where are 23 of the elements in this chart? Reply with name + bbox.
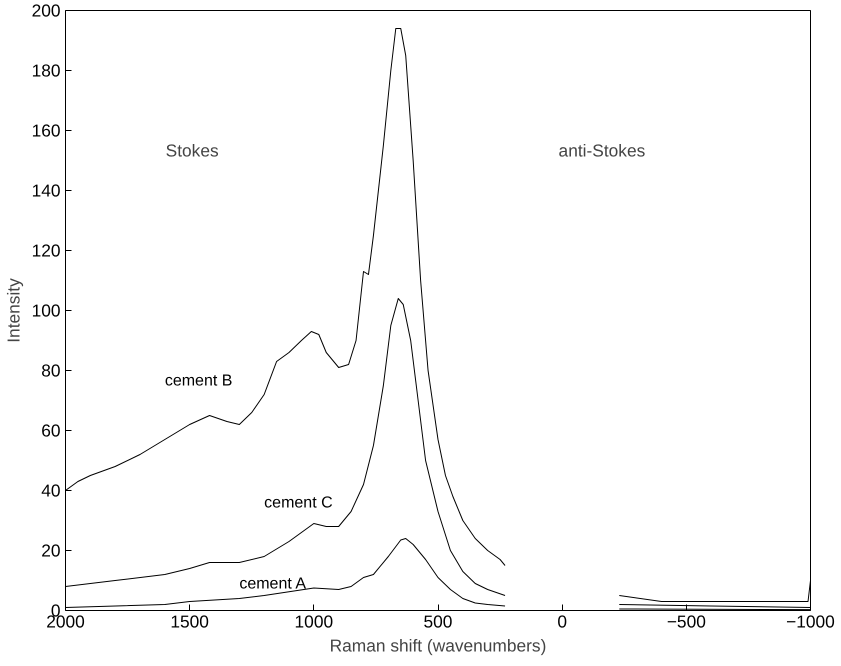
y-tick-label: 100 (32, 300, 61, 320)
y-tick-label: 160 (32, 120, 61, 140)
annotation: Stokes (166, 140, 219, 160)
y-tick-label: 120 (32, 240, 61, 260)
x-tick-label: −500 (666, 612, 706, 632)
y-tick-label: 80 (41, 360, 61, 380)
y-tick-label: 200 (32, 0, 61, 20)
x-tick-label: 500 (424, 612, 452, 632)
y-tick-label: 60 (41, 420, 61, 440)
y-axis-title: Intensity (4, 278, 24, 343)
series-label: cement B (164, 372, 232, 390)
series-label: cement C (264, 494, 333, 512)
y-tick-label: 140 (32, 180, 61, 200)
annotation: anti-Stokes (558, 140, 646, 160)
x-axis-title: Raman shift (wavenumbers) (330, 636, 546, 656)
y-tick-label: 40 (41, 480, 61, 500)
x-tick-label: 0 (557, 612, 567, 632)
x-tick-label: 1000 (294, 612, 334, 632)
y-tick-label: 20 (41, 540, 61, 560)
series-label: cement A (239, 576, 306, 592)
x-tick-label: −1000 (786, 612, 835, 632)
x-tick-label: 1500 (170, 612, 209, 632)
y-tick-label: 180 (32, 60, 61, 80)
